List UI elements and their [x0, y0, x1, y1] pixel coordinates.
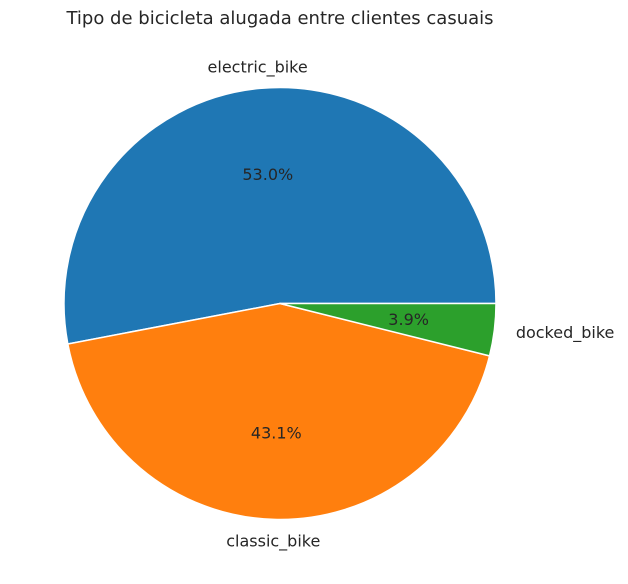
percent-label-docked-bike: 3.9% — [388, 310, 429, 329]
pie-slices — [63, 86, 497, 521]
pie-slice-electric-bike — [63, 86, 497, 345]
percent-label-electric-bike: 53.0% — [242, 165, 293, 184]
percent-label-classic-bike: 43.1% — [251, 424, 302, 443]
pie-slice-docked-bike — [279, 302, 497, 357]
pie-slice-classic-bike — [67, 302, 491, 521]
chart-title: Tipo de bicicleta alugada entre clientes… — [65, 8, 493, 29]
category-label-classic-bike: classic_bike — [226, 532, 320, 552]
category-label-electric-bike: electric_bike — [208, 57, 308, 77]
category-label-docked-bike: docked_bike — [516, 323, 615, 343]
pie-labels: 53.0% electric_bike 43.1% classic_bike 3.9% d… — [208, 57, 615, 551]
